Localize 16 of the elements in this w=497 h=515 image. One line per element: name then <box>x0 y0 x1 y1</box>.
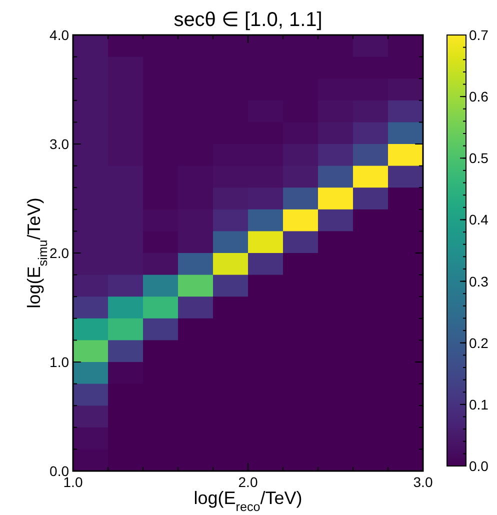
color-bar-label: 0.0 <box>469 458 489 474</box>
color-bar-label: 0.1 <box>469 396 489 412</box>
color-bar-label: 0.4 <box>469 212 489 228</box>
x-tick-label: 2.0 <box>238 474 258 490</box>
x-tick-label: 3.0 <box>413 474 433 490</box>
y-tick-label: 2.0 <box>50 245 70 261</box>
x-axis-title: log(E$_{reco}$/TeV) <box>194 488 302 514</box>
color-bar-label: 0.6 <box>469 88 489 105</box>
chart-title: secθ ∈ [1.0, 1.1] <box>174 9 322 31</box>
y-tick-label: 4.0 <box>50 27 70 43</box>
color-bar-label: 0.3 <box>469 273 489 290</box>
color-bar-label: 0.7 <box>469 27 489 43</box>
y-tick-label: 1.0 <box>50 354 70 370</box>
y-tick-label: 3.0 <box>50 136 70 152</box>
color-bar-label: 0.2 <box>469 334 489 351</box>
color-bar-label: 0.5 <box>469 150 489 166</box>
